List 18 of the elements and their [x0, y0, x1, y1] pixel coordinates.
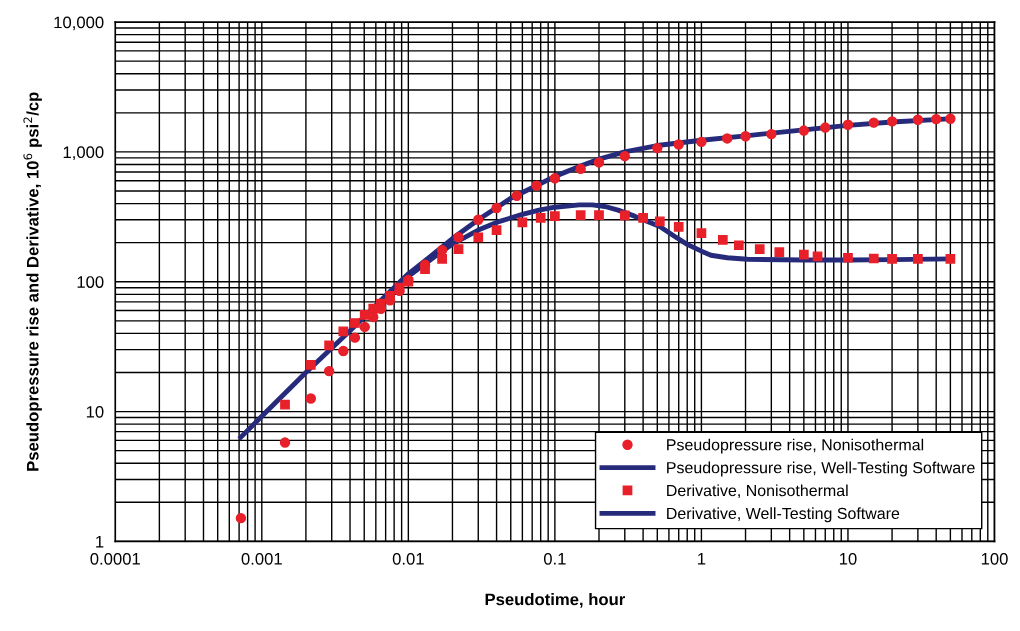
- x-tick-label: 0.1: [543, 552, 566, 565]
- legend-label: Derivative, Well-Testing Software: [667, 507, 900, 523]
- x-tick-label: 100: [981, 552, 1008, 565]
- y-tick-label: 1: [96, 535, 104, 548]
- x-tick-label: 0.01: [392, 552, 424, 565]
- y-tick-label: 100: [77, 276, 104, 288]
- y-tick-label: 1,000: [63, 146, 104, 161]
- x-tick-label: 1: [698, 553, 706, 565]
- x-tick-label: 10: [839, 552, 857, 565]
- legend-label: Pseudopressure rise, Nonisothermal: [667, 438, 924, 454]
- x-axis-title: Pseudotime, hour: [485, 593, 626, 608]
- x-tick-label: 0.001: [241, 552, 282, 565]
- legend-label: Derivative, Nonisothermal: [667, 484, 848, 499]
- x-tick-label: 0.0001: [90, 552, 140, 565]
- y-axis-title: Pseudopressure rise and Derivative, 10$^{6}$ psi$^{2}$/cp: [23, 92, 42, 471]
- y-tick-label: 10: [86, 405, 104, 418]
- y-tick-label: 10,000: [54, 16, 104, 31]
- legend-label: Pseudopressure rise, Well-Testing Software: [667, 461, 975, 477]
